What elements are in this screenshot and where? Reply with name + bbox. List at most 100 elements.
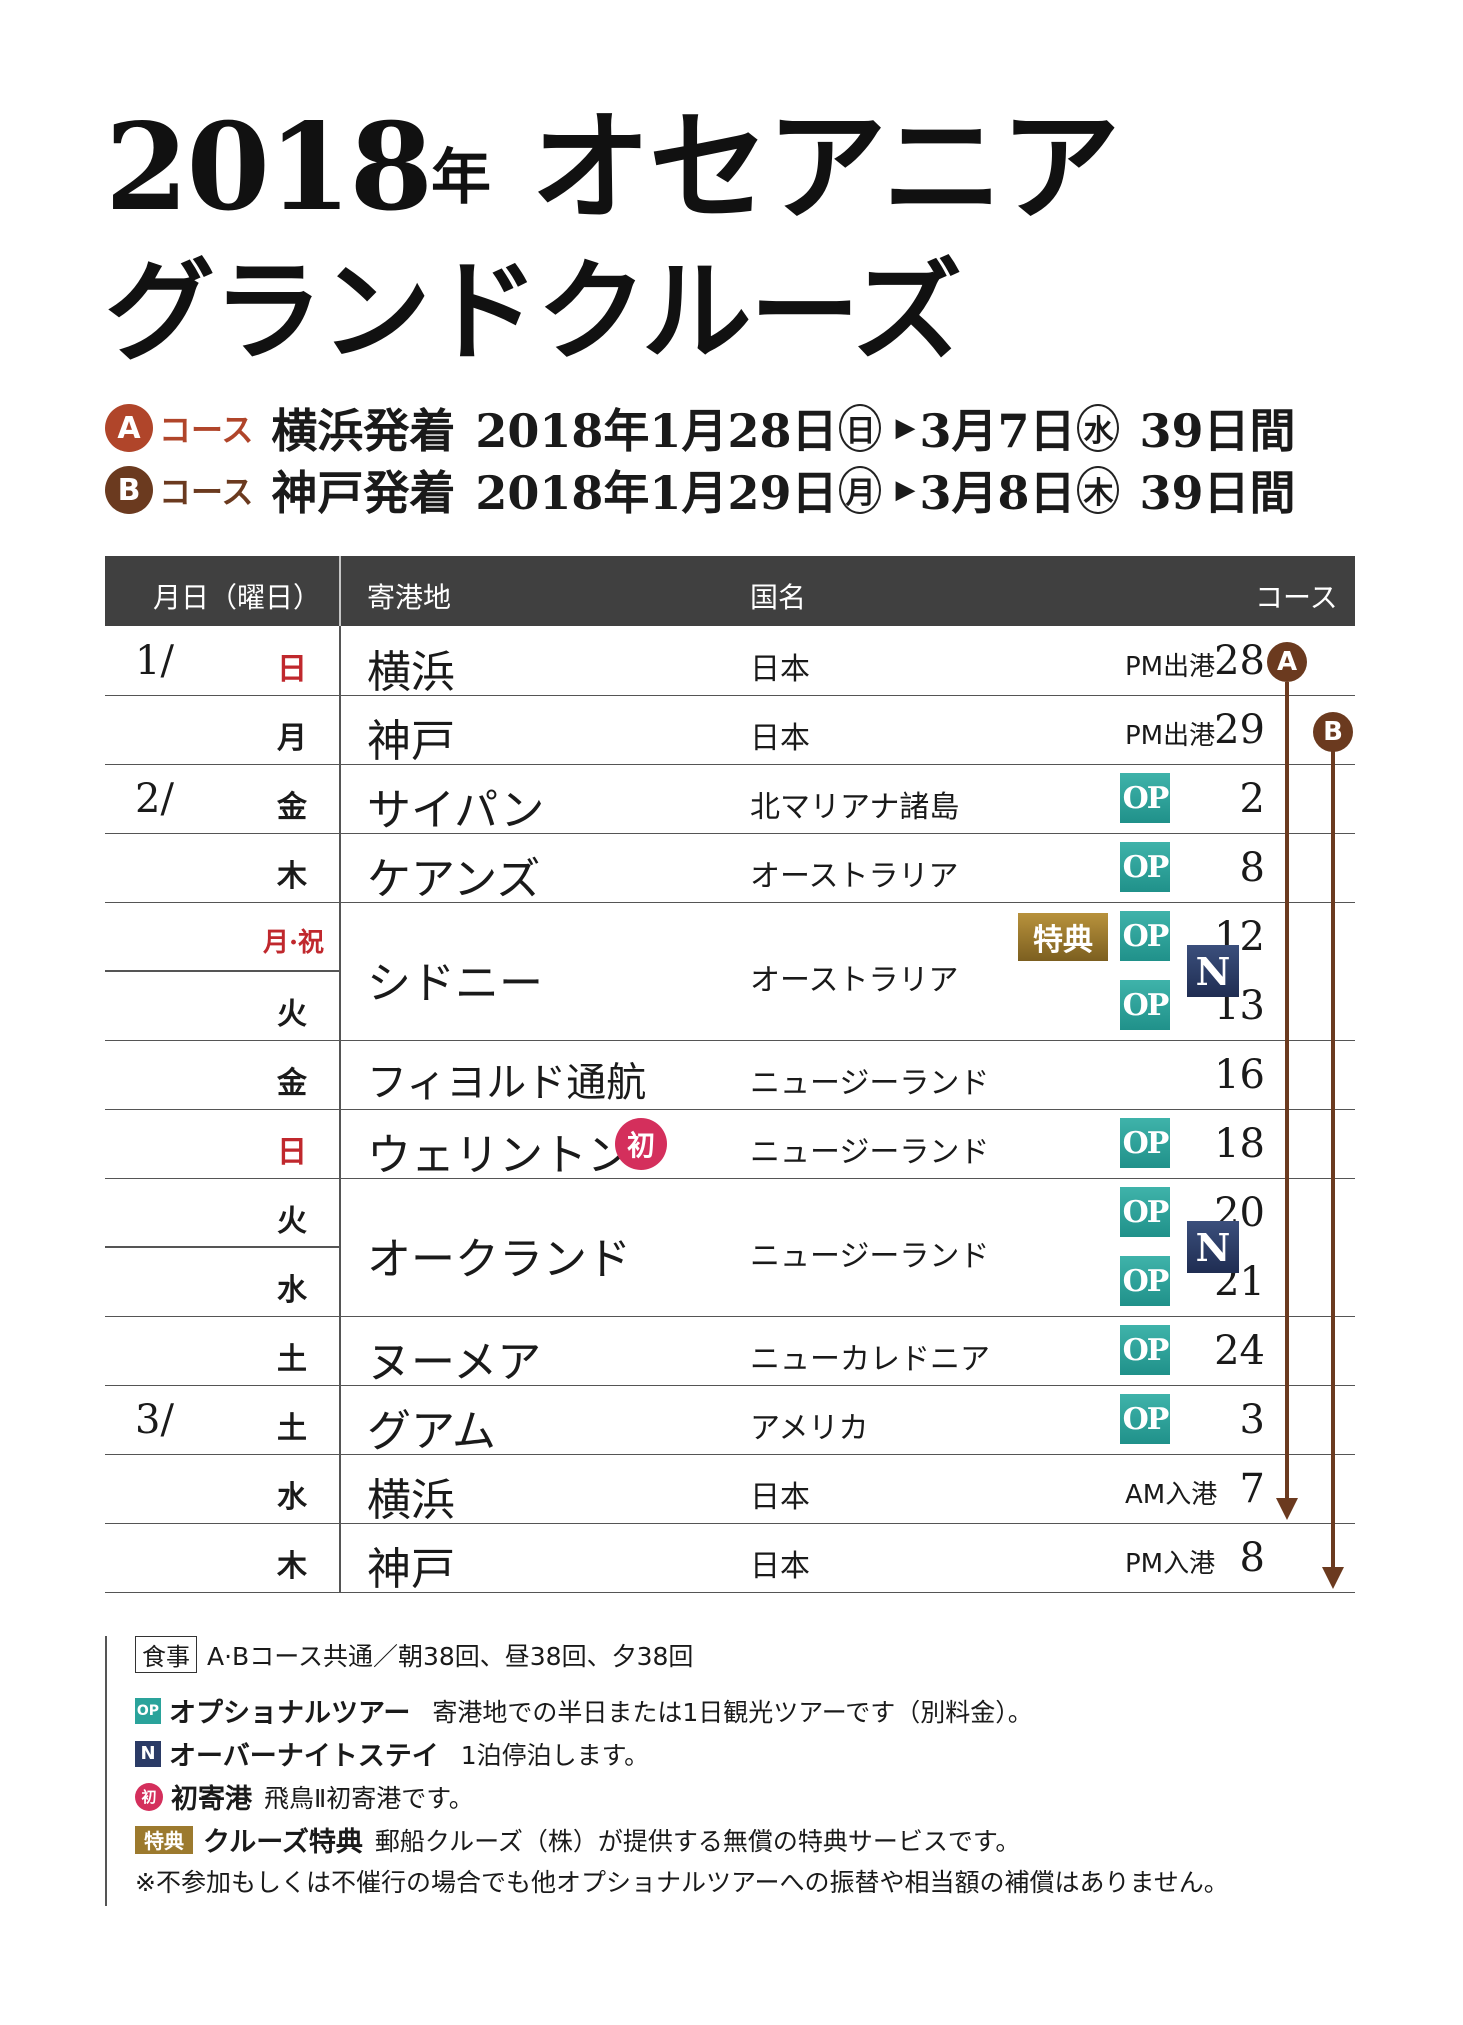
course-a-end: 3月7日 [919, 404, 1076, 458]
row-country: オーストラリア [750, 963, 959, 998]
row-dow: 土 [277, 1342, 307, 1377]
row-note: PM出港 [1125, 721, 1216, 751]
row-month: 2/ [135, 776, 174, 822]
legend: 食事 A·Bコース共通／朝38回、昼38回、夕38回 OP オプショナルツアー … [105, 1636, 1357, 1906]
page-title-line2: グランドクルーズ [105, 247, 962, 376]
overnight-icon: N [1187, 1221, 1239, 1273]
row-dow: 火 [277, 1204, 307, 1239]
course-a-label: コース [159, 411, 254, 449]
op-tour-icon: OP [1120, 842, 1170, 892]
course-a-line: A コース 横浜発着 2018年1月28日 日 ▶ 3月7日 水 39日間 [105, 398, 1296, 458]
row-port: ケアンズ [367, 854, 541, 905]
row-country: 日本 [750, 721, 810, 756]
table-row: 12 月·祝 13 火 シドニー オーストラリア 特典 OP OP N [105, 902, 1355, 1041]
row-port: オークランド [367, 1234, 631, 1285]
table-header: 月日（曜日） 寄港地 国名 コース [105, 556, 1355, 626]
op-title: オプショナルツアー [169, 1698, 411, 1729]
row-note: PM入港 [1125, 1549, 1216, 1579]
row-day: 29 [1214, 707, 1265, 753]
meal-text: A·Bコース共通／朝38回、昼38回、夕38回 [207, 1641, 694, 1671]
course-a-end-dow: 水 [1077, 404, 1120, 452]
course-a-days: 39日間 [1139, 404, 1296, 458]
row-port: ヌーメア [367, 1337, 542, 1388]
row-day: 8 [1239, 1535, 1265, 1581]
course-b-track [1331, 751, 1335, 1571]
op-tour-icon: OP [1120, 1325, 1170, 1375]
op-tour-icon: OP [1120, 1394, 1170, 1444]
row-note: AM入港 [1125, 1480, 1218, 1510]
title-region: オセアニア [530, 97, 1121, 238]
op-text: 寄港地での半日または1日観光ツアーです（別料金）。 [432, 1697, 1033, 1727]
legend-meal: 食事 A·Bコース共通／朝38回、昼38回、夕38回 [135, 1636, 693, 1673]
legend-disclaimer: ※不参加もしくは不催行の場合でも他オプショナルツアーへの振替や相当額の補償はあり… [135, 1868, 1229, 1897]
table-row: 7 水 横浜 日本 AM入港 [105, 1454, 1355, 1526]
row-dow: 月·祝 [263, 928, 325, 958]
first-call-icon: 初 [615, 1118, 667, 1170]
row-country: アメリカ [750, 1411, 869, 1446]
row-dow: 木 [277, 1549, 307, 1584]
course-b-badge: B [105, 466, 153, 514]
table-row: 24 土 ヌーメア ニューカレドニア OP [105, 1316, 1355, 1388]
row-country: ニュージーランド [750, 1066, 990, 1101]
table-row: 1/ 28 日 横浜 日本 PM出港 [105, 626, 1355, 698]
row-day: 24 [1214, 1328, 1265, 1374]
title-year: 2018 [105, 97, 433, 238]
op-tour-icon: OP [1120, 980, 1170, 1030]
legend-tokuten: 特典 クルーズ特典 郵船クルーズ（株）が提供する無償の特典サービスです。 [135, 1820, 1020, 1859]
table-row: 8 木 神戸 日本 PM入港 [105, 1523, 1355, 1595]
row-port: 神戸 [367, 716, 455, 767]
course-b-route: 神戸発着 [271, 466, 456, 520]
row-dow: 金 [277, 1066, 307, 1101]
row-note: PM出港 [1125, 652, 1216, 682]
meal-label: 食事 [135, 1636, 197, 1673]
table-row: 8 木 ケアンズ オーストラリア OP [105, 833, 1355, 905]
course-a-arrowhead [1276, 1498, 1298, 1520]
row-day: 16 [1214, 1052, 1265, 1098]
course-a-badge: A [105, 404, 153, 452]
row-dow: 金 [277, 790, 307, 825]
row-country: 北マリアナ諸島 [750, 790, 960, 825]
header-port: 寄港地 [367, 581, 452, 614]
course-b-arrowhead [1322, 1567, 1344, 1589]
row-dow: 水 [277, 1273, 307, 1308]
table-row: 18 日 ウェリントン 初 ニュージーランド OP [105, 1109, 1355, 1181]
row-month: 3/ [135, 1397, 174, 1443]
course-b-line: B コース 神戸発着 2018年1月29日 月 ▶ 3月8日 木 39日間 [105, 460, 1296, 520]
table-row: 29 月 神戸 日本 PM出港 [105, 695, 1355, 767]
row-day: 18 [1214, 1121, 1265, 1167]
row-country: ニュージーランド [750, 1135, 990, 1170]
row-month: 1/ [135, 638, 174, 684]
course-b-track-badge: B [1313, 712, 1353, 752]
tokuten-icon: 特典 [135, 1825, 193, 1854]
row-dow: 水 [277, 1480, 307, 1515]
course-a-start-dow: 日 [839, 404, 882, 452]
arrow-right-icon: ▶ [895, 475, 916, 505]
tokuten-icon: 特典 [1018, 913, 1108, 961]
itinerary-table: 月日（曜日） 寄港地 国名 コース 1/ 28 日 横浜 日本 PM出港 29 … [105, 556, 1355, 1595]
page-title-line1: 2018年 オセアニア [105, 108, 1120, 238]
legend-overnight: N オーバーナイトステイ 1泊停泊します。 [135, 1734, 649, 1773]
header-date: 月日（曜日） [153, 581, 322, 614]
table-row: 3/ 3 土 グアム アメリカ OP [105, 1385, 1355, 1457]
course-b-start-dow: 月 [839, 466, 882, 514]
op-tour-icon: OP [1120, 1187, 1170, 1237]
op-tour-icon: OP [1120, 1256, 1170, 1306]
row-day: 7 [1239, 1466, 1265, 1512]
course-b-end: 3月8日 [919, 466, 1076, 520]
overnight-icon: N [1187, 945, 1239, 997]
row-day: 28 [1214, 638, 1265, 684]
row-dow: 火 [277, 997, 307, 1032]
row-port: グアム [367, 1406, 496, 1457]
row-dow: 木 [277, 859, 307, 894]
row-country: ニューカレドニア [750, 1342, 990, 1377]
course-a-start: 2018年1月28日 [475, 404, 838, 458]
tokuten-title: クルーズ特典 [203, 1827, 363, 1858]
course-b-end-dow: 木 [1077, 466, 1120, 514]
row-port: サイパン [367, 785, 545, 836]
title-nen: 年 [430, 142, 491, 213]
row-country: 日本 [750, 1549, 810, 1584]
row-port: ウェリントン [367, 1130, 631, 1181]
row-dow: 土 [277, 1411, 307, 1446]
row-country: オーストラリア [750, 859, 959, 894]
header-course: コース [1255, 581, 1338, 614]
